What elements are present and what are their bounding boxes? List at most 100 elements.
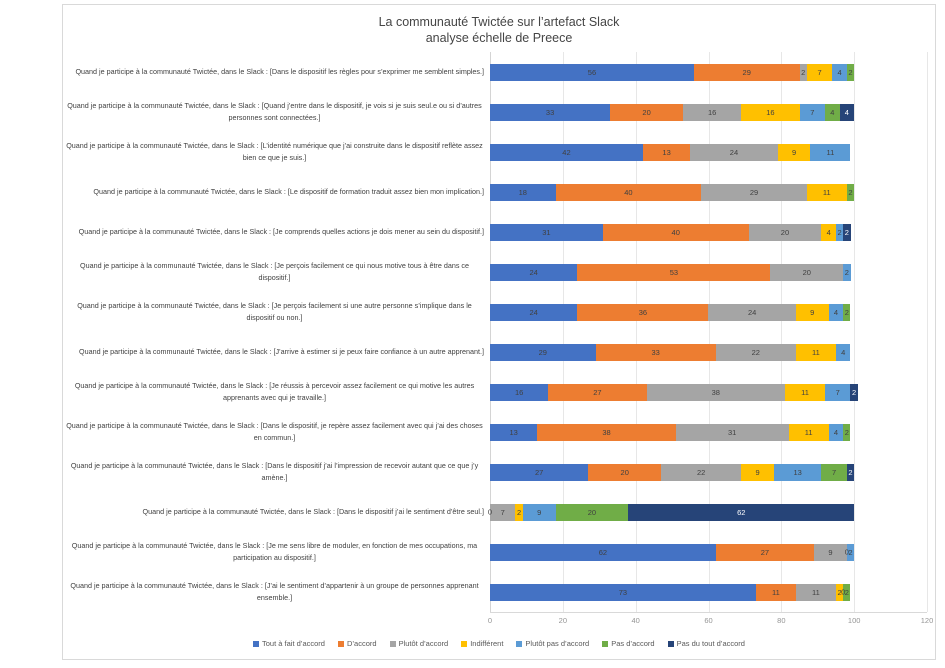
legend-swatch bbox=[253, 640, 260, 647]
category-cell: Quand je participe à la communauté Twict… bbox=[63, 226, 490, 238]
legend-swatch bbox=[461, 640, 468, 647]
category-label: Quand je participe à la communauté Twict… bbox=[142, 507, 484, 516]
bar-segment: 62 bbox=[490, 543, 716, 561]
bar-segment: 11 bbox=[810, 143, 851, 161]
bar-segment: 56 bbox=[490, 63, 694, 81]
bar-segment: 7 bbox=[821, 463, 847, 481]
bar-segment: 24 bbox=[708, 303, 796, 321]
legend-label: D’accord bbox=[346, 639, 377, 648]
legend-item: Indifférent bbox=[461, 639, 503, 648]
stacked-bar: 13 38 31 11 4 2 bbox=[490, 423, 851, 441]
bar-segment: 20 bbox=[555, 503, 629, 521]
bar-segment: 27 bbox=[715, 543, 815, 561]
stacked-bar: 16 27 38 11 7 2 bbox=[490, 383, 858, 401]
category-cell: Quand je participe à la communauté Twict… bbox=[63, 100, 490, 124]
axis-line bbox=[490, 52, 491, 612]
bar-segment: 11 bbox=[755, 583, 796, 601]
legend-label: Pas d’accord bbox=[611, 639, 655, 648]
chart-row: Quand je participe à la communauté Twict… bbox=[63, 452, 935, 492]
category-cell: Quand je participe à la communauté Twict… bbox=[63, 346, 490, 358]
bar-segment: 16 bbox=[490, 383, 549, 401]
category-cell: Quand je participe à la communauté Twict… bbox=[63, 420, 490, 444]
bar-segment: 11 bbox=[806, 183, 847, 201]
category-label: Quand je participe à la communauté Twict… bbox=[79, 347, 484, 356]
bar-segment: 2 bbox=[843, 423, 851, 441]
chart-row: Quand je participe à la communauté Twict… bbox=[63, 212, 935, 252]
x-tick-label: 60 bbox=[704, 616, 713, 625]
chart-row: Quand je participe à la communauté Twict… bbox=[63, 172, 935, 212]
bar-segment: 33 bbox=[490, 103, 611, 121]
chart-row: Quand je participe à la communauté Twict… bbox=[63, 252, 935, 292]
category-label: Quand je participe à la communauté Twict… bbox=[75, 67, 484, 76]
bar-segment: 73 bbox=[490, 583, 756, 601]
bar-segment: 24 bbox=[490, 263, 578, 281]
stacked-bar: 56 29 2 7 4 2 bbox=[490, 63, 855, 81]
chart-row: Quand je participe à la communauté Twict… bbox=[63, 572, 935, 612]
bar-segment: 2 bbox=[515, 503, 523, 521]
plot-area: Quand je participe à la communauté Twict… bbox=[63, 52, 935, 648]
stacked-bar: 62 27 9 0 2 bbox=[490, 543, 855, 561]
category-cell: Quand je participe à la communauté Twict… bbox=[63, 540, 490, 564]
x-tick-label: 120 bbox=[920, 616, 934, 625]
bar-segment: 9 bbox=[795, 303, 829, 321]
bar-segment: 38 bbox=[537, 423, 676, 441]
legend-item: Plutôt pas d’accord bbox=[516, 639, 589, 648]
gridlines-layer bbox=[490, 52, 928, 613]
bar-segment: 29 bbox=[693, 63, 800, 81]
chart-row: Quand je participe à la communauté Twict… bbox=[63, 492, 935, 532]
chart-row: Quand je participe à la communauté Twict… bbox=[63, 92, 935, 132]
bar-segment: 2 bbox=[835, 223, 844, 241]
chart-frame: La communauté Twictée sur l’artefact Sla… bbox=[62, 4, 936, 660]
x-tick-label: 80 bbox=[777, 616, 786, 625]
bar-segment: 40 bbox=[555, 183, 702, 201]
stacked-bar: 24 36 24 9 4 2 bbox=[490, 303, 851, 321]
bar-segment: 13 bbox=[774, 463, 822, 481]
gridline bbox=[562, 52, 564, 612]
legend: Tout à fait d’accord D’accord Plutôt d’acc… bbox=[63, 639, 935, 648]
bar-segment: 53 bbox=[577, 263, 771, 281]
legend-item: Pas d’accord bbox=[602, 639, 655, 648]
bar-segment: 42 bbox=[490, 143, 643, 161]
category-cell: Quand je participe à la communauté Twict… bbox=[63, 460, 490, 484]
legend-label: Indifférent bbox=[470, 639, 504, 648]
category-label: Quand je participe à la communauté Twict… bbox=[66, 141, 483, 162]
bar-segment: 22 bbox=[715, 343, 796, 361]
legend-swatch bbox=[337, 640, 344, 647]
bar-segment: 4 bbox=[835, 343, 851, 361]
legend-swatch bbox=[667, 640, 674, 647]
stacked-bar: 24 53 20 2 bbox=[490, 263, 851, 281]
bar-segment: 7 bbox=[799, 103, 826, 121]
bar-segment: 9 bbox=[777, 143, 811, 161]
zero-value-label: 0 bbox=[487, 507, 493, 517]
legend-item: Tout à fait d’accord bbox=[253, 639, 325, 648]
chart-row: Quand je participe à la communauté Twict… bbox=[63, 132, 935, 172]
bar-segment: 2 bbox=[850, 383, 858, 401]
bar-segment: 4 bbox=[828, 303, 844, 321]
bar-segment: 4 bbox=[828, 423, 844, 441]
category-label: Quand je participe à la communauté Twict… bbox=[93, 187, 484, 196]
stacked-bar: 27 20 22 9 13 7 2 bbox=[490, 463, 855, 481]
stacked-bar: 31 40 20 4 2 2 bbox=[490, 223, 851, 241]
category-cell: Quand je participe à la communauté Twict… bbox=[63, 506, 490, 518]
legend-label: Plutôt pas d’accord bbox=[525, 639, 590, 648]
bar-segment: 11 bbox=[784, 383, 825, 401]
chart-title: La communauté Twictée sur l’artefact Sla… bbox=[63, 14, 935, 46]
legend-item: Plutôt d’accord bbox=[389, 639, 449, 648]
stacked-bar: 18 40 29 11 2 bbox=[490, 183, 855, 201]
bar-segment: 27 bbox=[548, 383, 647, 401]
stacked-bar: 29 33 22 11 4 bbox=[490, 343, 851, 361]
category-label: Quand je participe à la communauté Twict… bbox=[66, 421, 483, 442]
category-label: Quand je participe à la communauté Twict… bbox=[78, 227, 484, 236]
zero-value-label: 0 bbox=[841, 587, 846, 597]
bar-segment: 36 bbox=[577, 303, 709, 321]
bar-segment: 2 bbox=[843, 223, 851, 241]
bar-segment: 24 bbox=[490, 303, 578, 321]
bar-segment: 2 bbox=[843, 263, 851, 281]
gridline bbox=[635, 52, 637, 612]
chart-row: Quand je participe à la communauté Twict… bbox=[63, 332, 935, 372]
legend-swatch bbox=[389, 640, 396, 647]
category-label: Quand je participe à la communauté Twict… bbox=[70, 581, 479, 602]
bar-segment: 2 bbox=[846, 63, 855, 81]
legend-label: Plutôt d’accord bbox=[398, 639, 449, 648]
bar-segment: 4 bbox=[821, 223, 836, 241]
